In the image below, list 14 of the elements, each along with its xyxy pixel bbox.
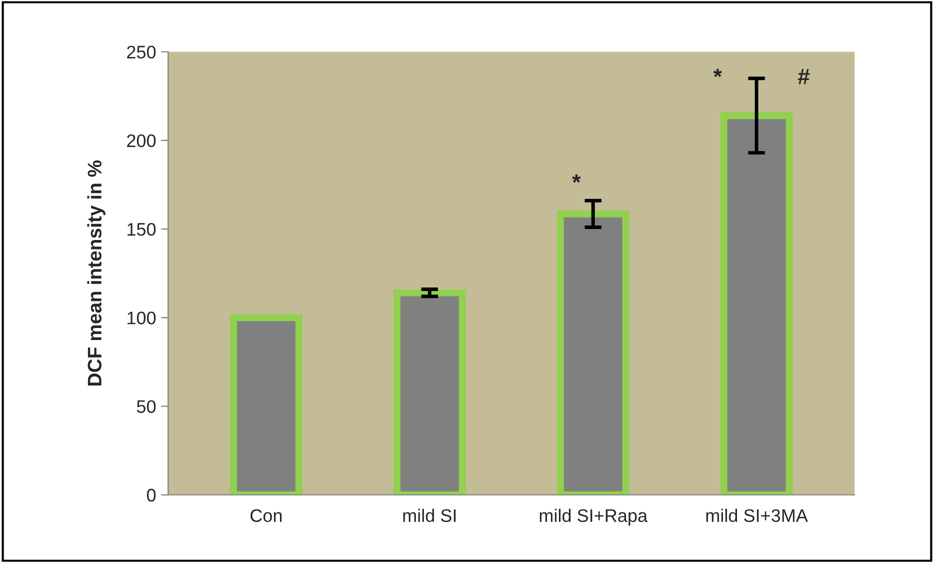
y-axis-title: DCF mean intensity in % [87,160,106,386]
y-tick-label: 250 [127,46,156,59]
y-tick-label: 100 [128,312,156,324]
y-tick-label: 0 [146,488,156,502]
y-tick-label: 50 [136,400,156,413]
annotation: * [572,174,581,183]
y-tick-label: 200 [127,134,156,148]
annotation: * [713,68,722,78]
x-tick-label: Con [250,509,282,522]
y-tick-label: 150 [128,222,156,236]
x-tick-label: mild SI [403,508,456,522]
annotation: # [798,68,810,84]
x-tick-label: mild SI+Rapa [540,508,648,526]
x-tick-label: mild SI+3MA [706,508,808,522]
